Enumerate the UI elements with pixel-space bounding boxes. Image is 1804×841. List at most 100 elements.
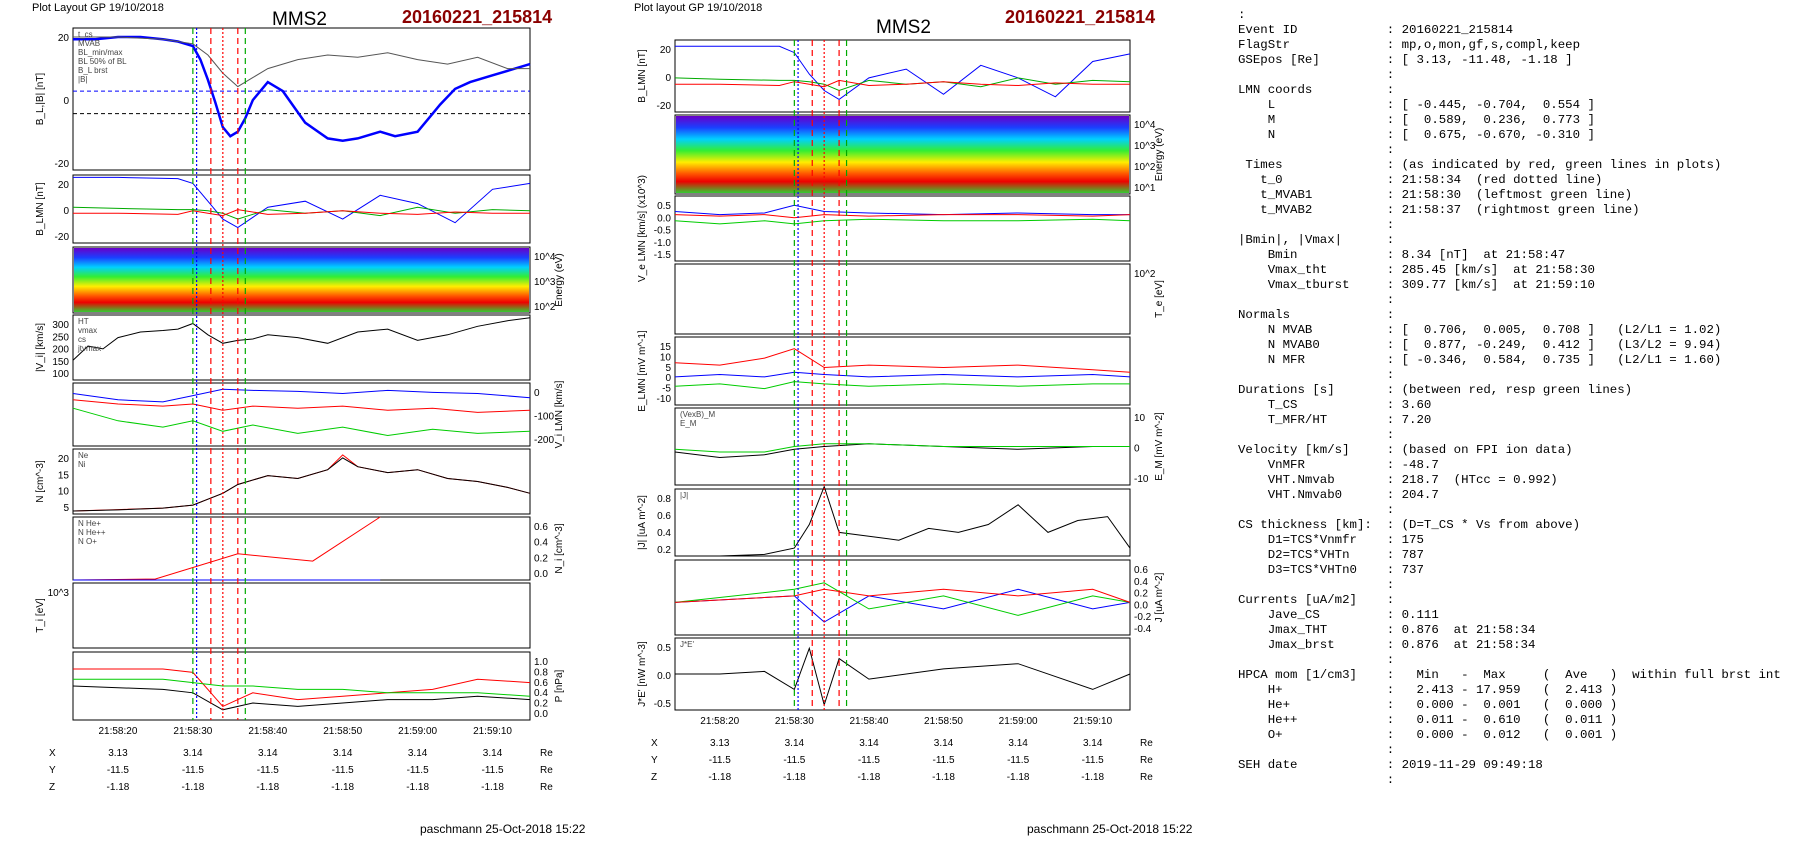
info-line: Vmax_tburst : 309.77 [km/s] at 21:59:10 xyxy=(1238,278,1595,292)
coord-value: 3.14 xyxy=(258,748,278,759)
x-tick-label: 21:59:00 xyxy=(398,726,437,737)
y-tick-label: 150 xyxy=(52,357,69,368)
info-line: LMN coords : xyxy=(1238,83,1395,97)
info-line: : xyxy=(1238,293,1395,307)
y-tick-label: 10^1 xyxy=(1134,183,1156,194)
legend-entry: jtvmax xyxy=(77,344,101,353)
info-line: N : [ 0.675, -0.670, -0.310 ] xyxy=(1238,128,1595,142)
panel-a-8: 1.00.80.60.40.20.0 P [nPa] xyxy=(72,651,565,721)
info-line: SEH date : 2019-11-29 09:49:18 xyxy=(1238,758,1543,772)
y-tick-label: 20 xyxy=(660,45,672,56)
x-tick-label: 21:58:20 xyxy=(98,726,137,737)
legend-entry: N He++ xyxy=(78,528,106,537)
series-Ne xyxy=(72,454,531,512)
panel-frame xyxy=(72,582,531,649)
info-line: T_CS : 3.60 xyxy=(1238,398,1432,412)
series--J- xyxy=(675,485,1131,557)
info-line: : xyxy=(1238,68,1395,82)
coord-value: -1.18 xyxy=(858,772,881,783)
series-Ni xyxy=(72,457,531,512)
y-tick-label: 300 xyxy=(52,320,69,331)
coord-value: 3.14 xyxy=(1008,738,1028,749)
y-tick-label: 0 xyxy=(63,96,69,107)
coord-value: 3.13 xyxy=(108,748,128,759)
series-P-i xyxy=(73,678,531,697)
info-line: O+ : 0.000 - 0.012 ( 0.001 ) xyxy=(1238,728,1618,742)
info-line: M : [ 0.589, 0.236, 0.773 ] xyxy=(1238,113,1595,127)
y-tick-label: 10 xyxy=(1134,413,1146,424)
info-line: Durations [s] : (between red, resp green… xyxy=(1238,383,1633,397)
y-axis-label: N [cm^-3] xyxy=(35,460,46,503)
info-line: Jave_CS : 0.111 xyxy=(1238,608,1439,622)
coord-value: -1.18 xyxy=(256,782,279,793)
series--B- xyxy=(73,36,530,88)
y-tick-label: -0.5 xyxy=(654,226,672,237)
coord-value: 3.14 xyxy=(183,748,203,759)
coord-value: -11.5 xyxy=(257,765,279,776)
panel-frame xyxy=(72,516,531,581)
y-tick-label: 15 xyxy=(58,470,70,481)
legend-entry: MVAB xyxy=(78,39,100,48)
y-tick-label: 0.0 xyxy=(534,709,548,720)
y-tick-label: 10^3 xyxy=(48,588,70,599)
coord-row-label: X xyxy=(651,738,658,749)
panel-frame xyxy=(674,637,1131,711)
energy-spectrogram xyxy=(676,116,1129,193)
footer-b: paschmann 25-Oct-2018 15:22 xyxy=(1027,822,1193,836)
panel-frame xyxy=(72,314,531,381)
series-V-M xyxy=(674,214,1131,219)
y-tick-label: 20 xyxy=(58,180,70,191)
y-tick-label: 10^2 xyxy=(1134,162,1156,173)
y-tick-label: 0.6 xyxy=(1134,565,1148,576)
coord-value: -11.5 xyxy=(858,755,880,766)
series-B-M xyxy=(72,206,531,220)
series-J-M xyxy=(674,582,1131,616)
info-line: N MVAB0 : [ 0.877, -0.249, 0.412 ] (L3/L… xyxy=(1238,338,1722,352)
y-tick-label: 0.4 xyxy=(534,538,548,549)
info-line: He+ : 0.000 - 0.001 ( 0.000 ) xyxy=(1238,698,1618,712)
series-V-L xyxy=(674,204,1130,216)
coord-value: 3.13 xyxy=(710,738,730,749)
panel-frame xyxy=(72,174,531,244)
series-V-N xyxy=(72,407,531,437)
info-line: FlagStr : mp,o,mon,gf,s,compl,keep xyxy=(1238,38,1581,52)
y-axis-label: V_i LMN [km/s] xyxy=(554,380,565,448)
info-line: : xyxy=(1238,218,1395,232)
panel-b-5: 10 0 -10 E_M [mV m^-2] (VexB)_ME_M xyxy=(674,407,1165,486)
y-tick-label: 0 xyxy=(665,73,671,84)
y-tick-label: 100 xyxy=(52,369,69,380)
coord-value: -1.18 xyxy=(708,772,731,783)
coord-row-label: Y xyxy=(49,765,56,776)
y-tick-label: 0.2 xyxy=(534,553,548,564)
coord-value: 3.14 xyxy=(408,748,428,759)
panel-b-6: 0.8 0.6 0.4 0.2 |J| [uA m^-2] |J| xyxy=(637,485,1131,557)
y-tick-label: 0.2 xyxy=(657,545,671,556)
y-axis-label: J [uA m^-2] xyxy=(1154,572,1165,622)
panel-frame xyxy=(674,114,1131,195)
info-line: : xyxy=(1238,773,1395,787)
panel-a-6: 0.6 0.4 0.2 0.0 N_i [cm^-3] N He+N He++N O+ xyxy=(72,516,565,581)
y-tick-label: -10 xyxy=(1134,474,1149,485)
y-tick-label: -200 xyxy=(534,435,554,446)
info-line: Vmax_tht : 285.45 [km/s] at 21:58:30 xyxy=(1238,263,1595,277)
series-V-M xyxy=(72,399,531,413)
coord-value: -11.5 xyxy=(407,765,429,776)
coord-unit: Re xyxy=(1140,755,1153,766)
panel-frame xyxy=(674,488,1131,557)
coord-value: 3.14 xyxy=(785,738,805,749)
panel-b-3: 10^2T_e [eV] xyxy=(674,263,1165,335)
info-line: H+ : 2.413 - 17.959 ( 2.413 ) xyxy=(1238,683,1618,697)
legend-entry: |B| xyxy=(78,75,88,84)
series-J-E- xyxy=(675,646,1131,707)
y-tick-label: 0.8 xyxy=(534,667,548,678)
info-line: HPCA mom [1/cm3] : Min - Max ( Ave ) wit… xyxy=(1238,668,1781,682)
panel-frame xyxy=(674,559,1131,636)
info-line: D1=TCS*Vnmfr : 175 xyxy=(1238,533,1424,547)
x-tick-label: 21:59:10 xyxy=(1073,716,1112,727)
info-line: Event ID : 20160221_215814 xyxy=(1238,23,1514,37)
y-tick-label: 0.2 xyxy=(534,699,548,710)
